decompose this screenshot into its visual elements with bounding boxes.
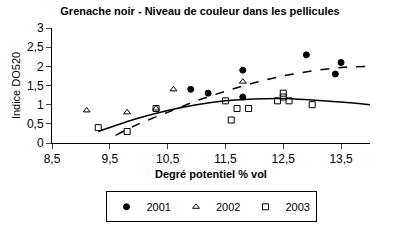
svg-text:3: 3 xyxy=(37,21,44,35)
svg-text:2,5: 2,5 xyxy=(27,40,44,54)
svg-text:Grenache noir - Niveau de coul: Grenache noir - Niveau de couleur dans l… xyxy=(60,5,339,17)
svg-text:Indice DO520: Indice DO520 xyxy=(10,52,22,119)
svg-text:1: 1 xyxy=(37,98,44,112)
svg-text:Degré potentiel % vol: Degré potentiel % vol xyxy=(155,168,267,180)
svg-text:0: 0 xyxy=(37,136,44,150)
svg-text:2: 2 xyxy=(37,60,44,74)
svg-text:9,5: 9,5 xyxy=(101,152,118,166)
svg-text:2003: 2003 xyxy=(285,201,309,213)
svg-text:10,5: 10,5 xyxy=(156,152,180,166)
svg-text:0,5: 0,5 xyxy=(27,117,44,131)
svg-text:8,5: 8,5 xyxy=(44,152,61,166)
svg-text:1,5: 1,5 xyxy=(27,79,44,93)
svg-text:2001: 2001 xyxy=(147,201,171,213)
svg-text:2002: 2002 xyxy=(216,201,240,213)
svg-text:11,5: 11,5 xyxy=(214,152,237,166)
svg-text:13,5: 13,5 xyxy=(329,152,353,166)
svg-text:12,5: 12,5 xyxy=(272,152,296,166)
